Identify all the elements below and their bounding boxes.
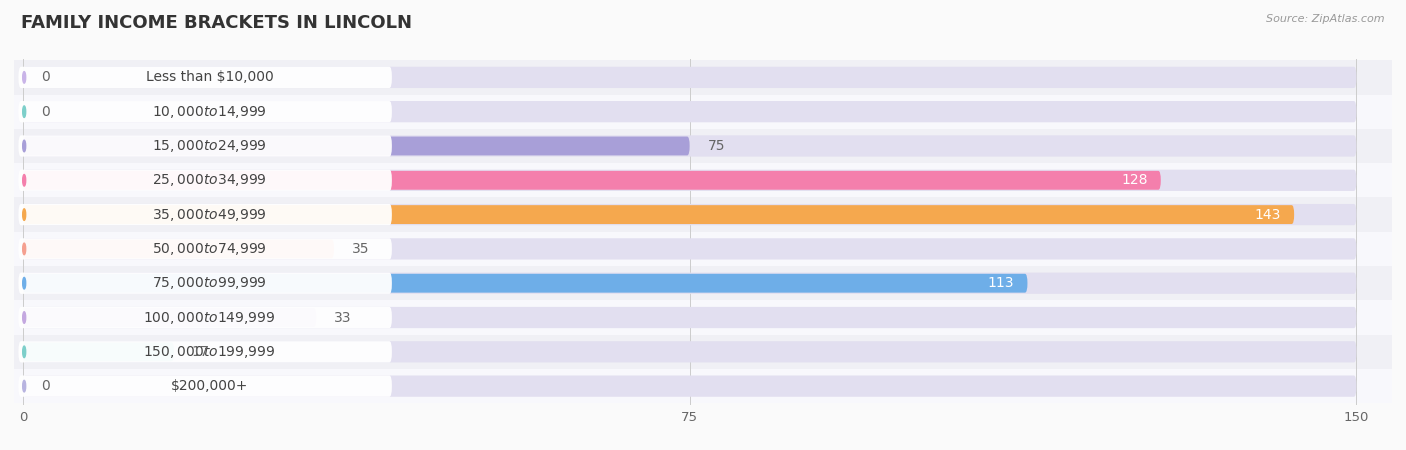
FancyBboxPatch shape [18,170,392,191]
FancyBboxPatch shape [18,135,392,157]
Text: $10,000 to $14,999: $10,000 to $14,999 [152,104,267,120]
FancyBboxPatch shape [22,238,1357,260]
Circle shape [22,140,25,152]
Circle shape [22,106,25,117]
FancyBboxPatch shape [22,135,1357,157]
FancyBboxPatch shape [18,307,392,328]
Bar [14,232,1392,266]
FancyBboxPatch shape [22,171,1161,190]
FancyBboxPatch shape [22,170,1357,191]
FancyBboxPatch shape [22,239,335,258]
Text: Less than $10,000: Less than $10,000 [146,70,274,84]
Text: 75: 75 [707,139,725,153]
Bar [14,60,1392,94]
Circle shape [22,209,25,220]
FancyBboxPatch shape [22,67,1357,88]
Text: Source: ZipAtlas.com: Source: ZipAtlas.com [1267,14,1385,23]
FancyBboxPatch shape [18,238,392,260]
Circle shape [22,175,25,186]
Text: 35: 35 [352,242,370,256]
Text: $75,000 to $99,999: $75,000 to $99,999 [152,275,267,291]
Text: $35,000 to $49,999: $35,000 to $49,999 [152,207,267,223]
Text: 143: 143 [1254,207,1281,221]
FancyBboxPatch shape [22,101,1357,122]
Bar [14,266,1392,300]
Circle shape [22,312,25,323]
Text: 0: 0 [41,379,49,393]
Bar [14,198,1392,232]
Circle shape [22,72,25,83]
FancyBboxPatch shape [22,204,1357,225]
Text: 0: 0 [41,70,49,84]
Text: $100,000 to $149,999: $100,000 to $149,999 [143,310,276,325]
FancyBboxPatch shape [18,67,392,88]
FancyBboxPatch shape [22,273,1357,294]
Bar [14,300,1392,335]
FancyBboxPatch shape [22,274,1028,292]
Circle shape [22,243,25,255]
Bar [14,163,1392,198]
Circle shape [22,346,25,358]
FancyBboxPatch shape [18,101,392,122]
Text: 17: 17 [191,345,209,359]
FancyBboxPatch shape [22,375,1357,397]
FancyBboxPatch shape [18,204,392,225]
FancyBboxPatch shape [22,136,690,155]
Text: $50,000 to $74,999: $50,000 to $74,999 [152,241,267,257]
FancyBboxPatch shape [22,307,1357,328]
Text: 33: 33 [335,310,352,324]
Text: 128: 128 [1121,173,1147,187]
Text: FAMILY INCOME BRACKETS IN LINCOLN: FAMILY INCOME BRACKETS IN LINCOLN [21,14,412,32]
FancyBboxPatch shape [22,342,174,361]
Circle shape [22,278,25,289]
Text: 113: 113 [987,276,1014,290]
FancyBboxPatch shape [22,205,1294,224]
FancyBboxPatch shape [18,341,392,362]
Bar [14,94,1392,129]
FancyBboxPatch shape [22,308,316,327]
Circle shape [22,380,25,392]
Bar [14,335,1392,369]
FancyBboxPatch shape [22,341,1357,362]
Bar [14,129,1392,163]
Bar [14,369,1392,403]
FancyBboxPatch shape [18,375,392,397]
Text: $150,000 to $199,999: $150,000 to $199,999 [143,344,276,360]
Text: $15,000 to $24,999: $15,000 to $24,999 [152,138,267,154]
FancyBboxPatch shape [18,273,392,294]
Text: $200,000+: $200,000+ [172,379,249,393]
Text: $25,000 to $34,999: $25,000 to $34,999 [152,172,267,188]
Text: 0: 0 [41,105,49,119]
